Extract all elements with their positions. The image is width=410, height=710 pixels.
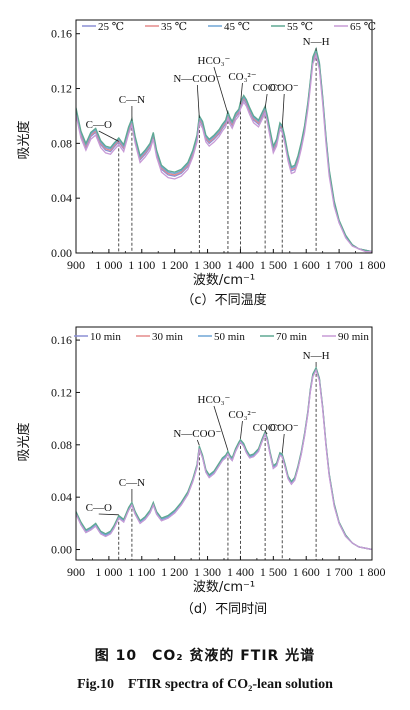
y-tick-label: 0.04 — [51, 490, 72, 504]
x-tick-label: 1 200 — [161, 258, 188, 272]
annotation-pointer — [240, 420, 243, 439]
legend-label: 25 ℃ — [98, 21, 124, 33]
chart-panel-c: 900 1 000 1 100 1 200 1 300 1 400 1 500 1 600 1 … — [16, 19, 386, 308]
y-axis-title: 吸光度 — [16, 120, 32, 159]
annotation-label: COO⁻ — [270, 422, 299, 434]
chart-subtitle: （d）不同时间 — [181, 602, 267, 617]
x-tick-label: 1 100 — [128, 565, 155, 579]
annotation-pointer — [264, 430, 268, 435]
annotation-label: N—COO⁻ — [173, 73, 221, 85]
x-tick-label: 1 800 — [359, 258, 386, 272]
y-tick-label: 0.08 — [51, 438, 72, 452]
y-tick-label: 0.12 — [51, 385, 72, 399]
legend-label: 30 min — [152, 331, 183, 343]
x-tick-label: 1 700 — [326, 565, 353, 579]
series-line-4 — [75, 46, 373, 253]
legend-label: 35 ℃ — [161, 21, 187, 33]
annotation-pointer — [213, 66, 229, 115]
x-tick-label: 1 000 — [95, 565, 122, 579]
chart-subtitle: （c）不同温度 — [181, 292, 266, 308]
x-tick-label: 1 600 — [293, 565, 320, 579]
annotation-label: COO⁻ — [270, 82, 299, 94]
y-tick-label: 0.16 — [51, 333, 72, 347]
annotation-label: CO₃²⁻ — [228, 409, 256, 421]
legend-label: 10 min — [90, 331, 121, 343]
x-tick-label: 1 700 — [326, 258, 353, 272]
x-tick-label: 900 — [67, 565, 85, 579]
annotation-label: C—O — [86, 502, 112, 514]
x-tick-label: 1 800 — [359, 565, 386, 579]
y-tick-label: 0.00 — [51, 246, 72, 260]
x-tick-label: 1 000 — [95, 258, 122, 272]
x-tick-label: 1 500 — [260, 258, 287, 272]
y-tick-label: 0.00 — [51, 543, 72, 557]
y-tick-label: 0.16 — [51, 27, 72, 41]
series-line-5 — [75, 53, 372, 253]
annotation-label: C—N — [119, 94, 145, 106]
annotation-pointer — [98, 130, 119, 142]
legend-label: 55 ℃ — [287, 21, 313, 33]
x-tick-label: 1 100 — [128, 258, 155, 272]
x-tick-label: 1 500 — [260, 565, 287, 579]
x-tick-label: 1 400 — [227, 258, 254, 272]
annotation-pointer — [196, 439, 200, 446]
x-tick-label: 1 600 — [293, 258, 320, 272]
figure-caption-cn: 图 10 CO₂ 贫液的 FTIR 光谱 — [94, 648, 316, 664]
legend-label: 50 min — [214, 331, 245, 343]
y-tick-label: 0.12 — [51, 82, 72, 96]
y-tick-label: 0.04 — [51, 191, 72, 205]
annotation-pointer — [213, 405, 229, 451]
annotation-label: HCO₃⁻ — [198, 55, 231, 67]
annotation-label: HCO₃⁻ — [198, 394, 231, 406]
x-tick-label: 1 200 — [161, 565, 188, 579]
annotation-label: N—COO⁻ — [173, 428, 221, 440]
x-axis-title: 波数/cm⁻¹ — [193, 580, 255, 595]
annotation-label: CO₃²⁻ — [228, 71, 256, 83]
series-line-5 — [75, 368, 373, 551]
annotation-label: N—H — [303, 36, 330, 48]
legend-label: 65 ℃ — [350, 21, 376, 33]
annotation-label: COO⁻ — [253, 422, 282, 434]
annotation-label: N—H — [303, 350, 330, 362]
figure-caption-en: Fig.10 FTIR spectra of CO₂-lean solution — [77, 677, 333, 692]
x-axis-title: 波数/cm⁻¹ — [193, 273, 255, 288]
annotation-label: C—O — [86, 119, 112, 131]
annotation-pointer — [281, 433, 285, 454]
annotation-label: COO⁻ — [253, 82, 282, 94]
x-tick-label: 1 400 — [227, 565, 254, 579]
legend-label: 70 min — [276, 331, 307, 343]
annotation-pointer — [281, 93, 285, 128]
chart-panel-d: 900 1 000 1 100 1 200 1 300 1 400 1 500 1 600 1 … — [16, 326, 386, 617]
x-tick-label: 1 300 — [194, 565, 221, 579]
legend-label: 45 ℃ — [224, 21, 250, 33]
y-tick-label: 0.08 — [51, 136, 72, 150]
x-tick-label: 900 — [67, 258, 85, 272]
annotation-pointer — [240, 82, 243, 105]
annotation-pointer — [264, 93, 268, 109]
annotation-label: C—N — [119, 477, 145, 489]
legend-label: 90 min — [338, 331, 369, 343]
x-tick-label: 1 300 — [194, 258, 221, 272]
annotation-pointer — [196, 84, 200, 119]
annotation-pointer — [98, 513, 119, 516]
y-axis-title: 吸光度 — [16, 422, 32, 461]
